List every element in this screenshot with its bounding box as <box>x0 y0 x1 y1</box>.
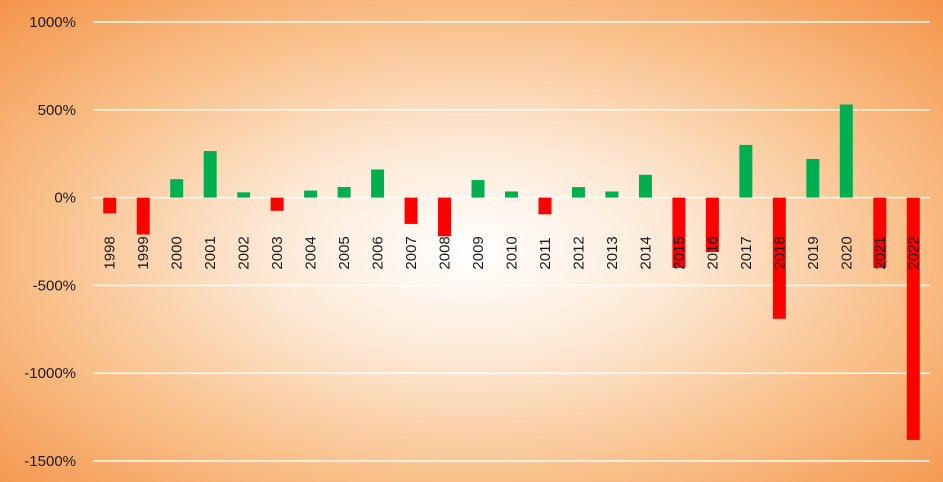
bar-2014 <box>638 174 652 198</box>
bar-2016 <box>705 197 719 253</box>
x-tick-label: 2003 <box>269 236 286 269</box>
x-tick-label: 2005 <box>336 236 353 269</box>
bar-1998 <box>103 197 117 214</box>
x-axis-category-labels: 1998 1999 2000 2001 2002 2003 2004 2005 2006 2007… <box>102 236 923 269</box>
bar-2011 <box>538 197 552 215</box>
x-tick-label: 2014 <box>637 236 654 269</box>
bar-2015 <box>672 197 686 268</box>
x-tick-label: 2008 <box>437 236 454 269</box>
bar-2008 <box>438 197 452 237</box>
y-tick-label: 0% <box>54 190 76 207</box>
x-tick-label: 2016 <box>704 236 721 269</box>
y-axis-tick-labels: 1000% 500% 0% -500% -1000% -1500% <box>24 14 76 470</box>
bar-2007 <box>404 197 418 224</box>
x-tick-label: 2019 <box>805 236 822 269</box>
x-tick-label: 2012 <box>570 236 587 269</box>
x-tick-label: 2022 <box>905 236 922 269</box>
bar-2017 <box>739 144 753 198</box>
bar-2009 <box>471 180 485 198</box>
x-tick-label: 2015 <box>671 236 688 269</box>
x-tick-label: 2004 <box>303 236 320 269</box>
x-tick-label: 2010 <box>504 236 521 269</box>
bar-2018 <box>772 197 786 319</box>
x-tick-label: 2006 <box>370 236 387 269</box>
bar-2003 <box>270 197 284 211</box>
x-tick-label: 1999 <box>135 236 152 269</box>
x-tick-label: 2011 <box>537 237 554 269</box>
y-tick-label: 1000% <box>29 14 76 31</box>
x-tick-label: 2018 <box>771 236 788 269</box>
x-tick-label: 2017 <box>738 236 755 269</box>
bar-1999 <box>136 197 150 235</box>
y-tick-label: -1000% <box>24 365 76 382</box>
x-tick-label: 2002 <box>236 236 253 269</box>
y-tick-label: -500% <box>33 277 76 294</box>
y-tick-label: 500% <box>38 102 76 119</box>
bar-2006 <box>371 169 385 198</box>
y-tick-label: -1500% <box>24 453 76 470</box>
x-tick-label: 2020 <box>838 236 855 269</box>
bar-2022 <box>906 197 920 440</box>
x-tick-label: 2009 <box>470 236 487 269</box>
bar-2002 <box>237 192 251 198</box>
x-tick-label: 2021 <box>872 236 889 269</box>
bar-2021 <box>873 197 887 268</box>
x-tick-label: 2000 <box>169 236 186 269</box>
bar-2010 <box>505 191 518 198</box>
bar-2001 <box>203 151 217 198</box>
bar-2005 <box>337 187 351 198</box>
bar-2013 <box>605 191 619 198</box>
x-tick-label: 1998 <box>102 236 119 269</box>
x-tick-label: 2001 <box>202 236 219 269</box>
bar-2012 <box>571 187 585 198</box>
bars <box>103 104 920 440</box>
x-tick-label: 2013 <box>604 236 621 269</box>
bar-2004 <box>304 190 318 198</box>
gridlines <box>93 21 930 462</box>
x-tick-label: 2007 <box>403 236 420 269</box>
bar-2020 <box>839 104 853 198</box>
bar-2000 <box>170 179 184 198</box>
bar-2019 <box>806 158 820 198</box>
